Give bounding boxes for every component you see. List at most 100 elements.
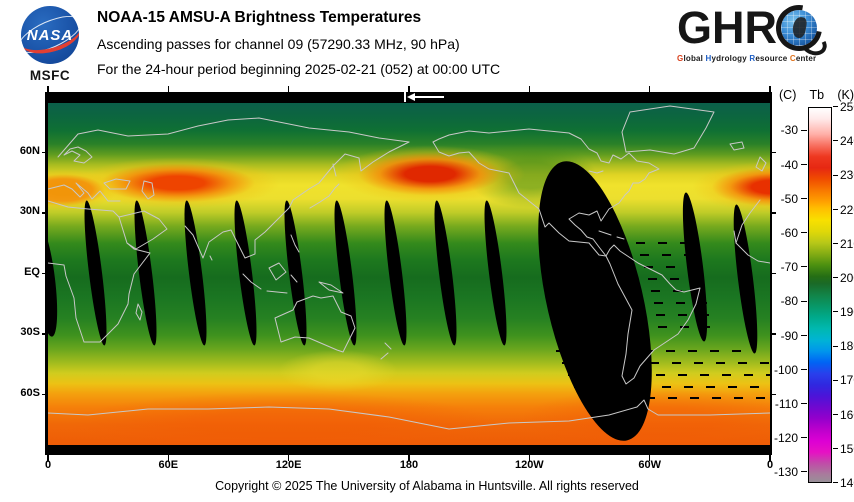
coastline-africa [48,242,151,343]
subtitle-period: For the 24-hour period beginning 2025-02… [97,61,501,77]
nasa-logo: NASA MSFC [14,6,86,83]
missing-scanline-dashes [580,397,768,399]
colorbar: 250 240 230 220 210 200 190 180 170 160 150 140 -30 -… [774,100,854,490]
lat-tick-left [42,272,47,274]
colorbar-k-tick [833,413,838,415]
colorbar-k-tick-label: 180 [840,339,854,354]
ghrc-tagline-segment: H [705,54,712,63]
colorbar-c-tick [801,266,807,268]
coastline-sakhalin [332,163,337,177]
colorbar-c-tick [801,471,807,473]
coastline-overlay [48,105,770,430]
lat-tick-right [771,151,776,153]
colorbar-k-tick [833,208,838,210]
lat-tick-right [771,333,776,335]
colorbar-c-tick [801,129,807,131]
colorbar-header: (C) Tb (K) [779,88,854,102]
ghrc-logo: GHR Global Hydrology Resource Center [677,0,849,63]
coastline-philippines [290,234,300,253]
coastline-black-sea [103,178,131,190]
lon-tick-top [287,86,290,92]
msfc-label: MSFC [29,68,71,83]
coastline-east-asia [184,141,410,259]
coastline-antarctica [48,399,770,430]
colorbar-c-tick-label: -100 [773,362,798,377]
lat-label: 30S [20,326,40,338]
colorbar-k-tick-label: 230 [840,168,854,183]
colorbar-c-tick-label: -130 [773,465,798,480]
colorbar-k-tick [833,379,838,381]
colorbar-k-tick-label: 160 [840,407,854,422]
colorbar-k-tick-label: 220 [840,202,854,217]
colorbar-c-tick-label: -60 [780,225,798,240]
coastline-north-america-east [432,128,660,257]
pass-start-marker-bar [404,92,406,102]
coastline-caspian-sea [141,180,155,200]
coastline-caribbean [598,230,625,240]
lat-tick-right [771,272,776,274]
coastline-great-lakes [588,170,604,174]
lon-tick-top [769,86,771,92]
colorbar-k-tick-label: 140 [840,476,854,490]
colorbar-c-tick [801,368,807,370]
colorbar-quantity-label: Tb [809,88,825,102]
colorbar-k-tick [833,345,838,347]
nasa-swoosh-icon [21,7,79,61]
coastline-madagascar [135,303,143,321]
map-soft-patch [68,392,498,455]
pass-start-arrow-shaft [414,96,444,98]
lon-label: 0 [44,459,52,471]
colorbar-k-tick-label: 240 [840,134,854,149]
colorbar-c-tick-label: -50 [780,191,798,206]
colorbar-c-tick [801,300,807,302]
coastline-australia [274,295,356,353]
missing-scanline-dashes [578,266,706,268]
lat-label: 30N [19,205,40,217]
map-hot-spot [330,144,530,204]
missing-scanline-dashes [582,278,712,280]
coastline-north-africa [48,200,120,218]
colorbar-c-tick-label: -90 [780,328,798,343]
missing-scanline-dashes [570,242,690,244]
coastline-borneo [268,262,287,281]
title-block: NOAA-15 AMSU-A Brightness Temperatures A… [97,9,500,77]
lon-tick-bottom [47,455,49,461]
lon-tick-top [408,86,410,92]
coastline-south-america [605,244,701,385]
lon-tick-bottom [648,455,651,461]
copyright-notice: Copyright © 2025 The University of Alaba… [215,479,639,493]
ghrc-wordmark: GHR [677,0,849,61]
lat-tick-left [42,333,47,335]
lon-tick-top [167,86,170,92]
ghrc-tagline-segment: ydrology [711,54,750,63]
missing-scanline-dashes [574,254,698,256]
coastline-japan [309,183,340,209]
missing-scanline-dashes [574,386,770,388]
lat-tick-right [771,212,776,214]
lon-tick-bottom [769,455,771,461]
lon-label: 120E [275,459,302,471]
ghrc-tagline-segment: lobal [683,54,706,63]
lat-tick-right [771,393,776,395]
polar-no-data-strip-south [48,445,770,455]
coastline-sri-lanka [209,255,213,261]
lon-tick-bottom [528,455,531,461]
lon-tick-top [47,86,49,92]
ghrc-wordmark-text: GHR [677,1,777,53]
ghrc-tagline-segment: C [789,54,796,63]
lat-label: 60S [20,386,40,399]
coastline-west-africa-wrap [733,230,770,264]
coastline-morocco-wrap [735,199,761,244]
coastline-britain-wrap [755,156,767,172]
coastline-sumatra [242,273,262,290]
lon-label: 120W [514,459,544,471]
colorbar-k-tick-label: 210 [840,236,854,251]
lon-label: 60E [158,459,179,471]
colorbar-c-tick [801,437,807,439]
coastline-arctic-eurasia [57,117,410,158]
lon-label: 60W [638,459,661,471]
missing-scanline-dashes [585,290,715,292]
coastline-sulawesi [290,274,298,283]
lon-tick-bottom [167,455,170,461]
